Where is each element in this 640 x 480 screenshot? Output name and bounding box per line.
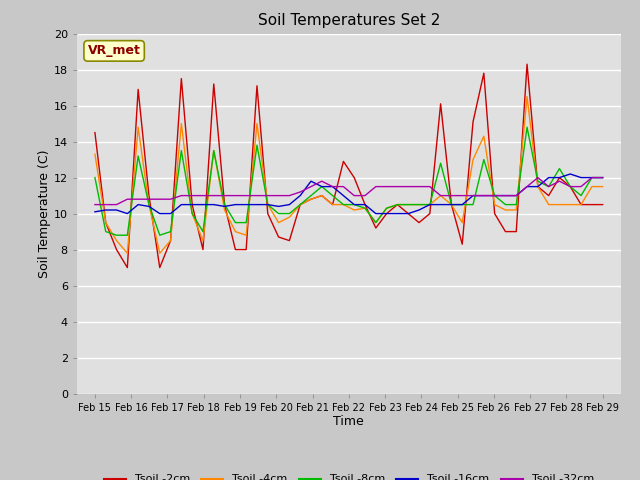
Title: Soil Temperatures Set 2: Soil Temperatures Set 2 bbox=[258, 13, 440, 28]
X-axis label: Time: Time bbox=[333, 415, 364, 429]
Text: VR_met: VR_met bbox=[88, 44, 141, 58]
Y-axis label: Soil Temperature (C): Soil Temperature (C) bbox=[38, 149, 51, 278]
Legend: Tsoil -2cm, Tsoil -4cm, Tsoil -8cm, Tsoil -16cm, Tsoil -32cm: Tsoil -2cm, Tsoil -4cm, Tsoil -8cm, Tsoi… bbox=[99, 470, 598, 480]
